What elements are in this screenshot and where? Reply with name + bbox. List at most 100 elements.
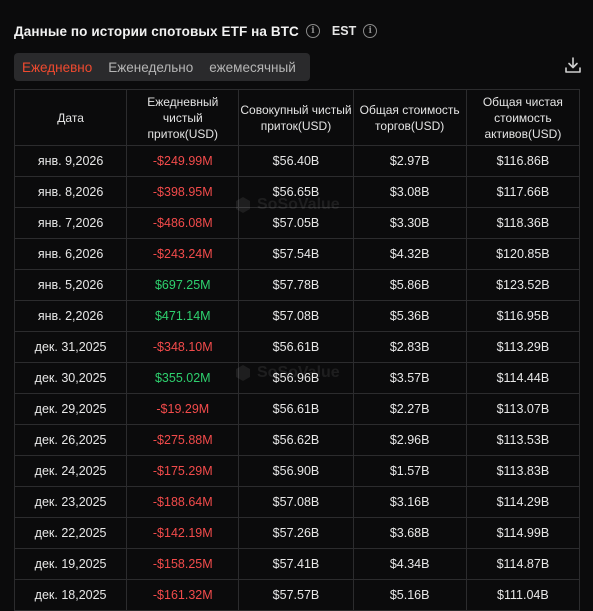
table-row: янв. 9,2026 -$249.99M $56.40B $2.97B $116.86… — [13, 145, 581, 177]
daily-inflow-cell: -$243.24M — [126, 238, 240, 270]
total-traded-cell: $3.30B — [352, 207, 467, 239]
page-title: Данные по истории спотовых ETF на BTC — [14, 23, 299, 39]
date-cell: янв. 5,2026 — [13, 269, 128, 301]
column-header-date[interactable]: Дата — [13, 89, 128, 146]
daily-inflow-cell: -$275.88M — [126, 424, 240, 456]
table-row: янв. 6,2026 -$243.24M $57.54B $4.32B $120.85… — [13, 238, 581, 270]
info-icon[interactable]: i — [363, 24, 378, 38]
table-row: янв. 2,2026 $471.14M $57.08B $5.36B $116.95B — [13, 300, 581, 332]
net-assets-cell: $116.86B — [465, 145, 581, 177]
daily-inflow-cell: -$19.29M — [126, 393, 240, 425]
total-traded-cell: $5.16B — [352, 579, 467, 611]
info-icon[interactable]: i — [305, 24, 320, 38]
cumulative-inflow-cell: $57.78B — [238, 269, 354, 301]
table-row: дек. 31,2025 -$348.10M $56.61B $2.83B $113.2… — [13, 331, 581, 363]
total-traded-cell: $2.96B — [352, 424, 467, 456]
column-header-daily-inflow[interactable]: Ежедневный чистый приток(USD) — [126, 89, 240, 146]
daily-inflow-cell: -$142.19M — [126, 517, 240, 549]
column-header-cumulative-inflow[interactable]: Совокупный чистый приток(USD) — [238, 89, 354, 146]
date-cell: дек. 23,2025 — [13, 486, 128, 518]
cumulative-inflow-cell: $56.62B — [238, 424, 354, 456]
table-row: дек. 22,2025 -$142.19M $57.26B $3.68B $114.9… — [13, 517, 581, 549]
date-cell: янв. 2,2026 — [13, 300, 128, 332]
net-assets-cell: $111.04B — [465, 579, 581, 611]
cumulative-inflow-cell: $56.40B — [238, 145, 354, 177]
date-cell: янв. 6,2026 — [13, 238, 128, 270]
net-assets-cell: $114.29B — [465, 486, 581, 518]
cumulative-inflow-cell: $56.96B — [238, 362, 354, 394]
column-header-net-assets[interactable]: Общая чистая стоимость активов(USD) — [465, 89, 581, 146]
cumulative-inflow-cell: $56.90B — [238, 455, 354, 487]
daily-inflow-cell: $697.25M — [126, 269, 240, 301]
table-row: янв. 8,2026 -$398.95M $56.65B $3.08B $117.66… — [13, 176, 581, 208]
total-traded-cell: $1.57B — [352, 455, 467, 487]
daily-inflow-cell: -$486.08M — [126, 207, 240, 239]
date-cell: дек. 24,2025 — [13, 455, 128, 487]
net-assets-cell: $113.07B — [465, 393, 581, 425]
tab-daily[interactable]: Ежедневно — [22, 59, 93, 75]
table-header-row: Дата Ежедневный чистый приток(USD) Совок… — [13, 89, 581, 146]
daily-inflow-cell: -$348.10M — [126, 331, 240, 363]
table-row: янв. 7,2026 -$486.08M $57.05B $3.30B $118.36… — [13, 207, 581, 239]
daily-inflow-cell: -$175.29M — [126, 455, 240, 487]
date-cell: янв. 7,2026 — [13, 207, 128, 239]
cumulative-inflow-cell: $57.57B — [238, 579, 354, 611]
date-cell: янв. 9,2026 — [13, 145, 128, 177]
table-row: дек. 24,2025 -$175.29M $56.90B $1.57B $113.8… — [13, 455, 581, 487]
total-traded-cell: $3.57B — [352, 362, 467, 394]
period-tabs: Ежедневно Еженедельно ежемесячный — [14, 53, 310, 81]
total-traded-cell: $3.16B — [352, 486, 467, 518]
tab-monthly[interactable]: ежемесячный — [209, 59, 296, 75]
net-assets-cell: $120.85B — [465, 238, 581, 270]
table-row: дек. 18,2025 -$161.32M $57.57B $5.16B $111.0… — [13, 579, 581, 611]
total-traded-cell: $4.32B — [352, 238, 467, 270]
date-cell: дек. 18,2025 — [13, 579, 128, 611]
cumulative-inflow-cell: $56.65B — [238, 176, 354, 208]
net-assets-cell: $113.83B — [465, 455, 581, 487]
date-cell: дек. 30,2025 — [13, 362, 128, 394]
total-traded-cell: $2.97B — [352, 145, 467, 177]
date-cell: дек. 26,2025 — [13, 424, 128, 456]
total-traded-cell: $2.83B — [352, 331, 467, 363]
timezone-label[interactable]: EST — [331, 24, 357, 38]
table-row: дек. 19,2025 -$158.25M $57.41B $4.34B $114.8… — [13, 548, 581, 580]
daily-inflow-cell: -$249.99M — [126, 145, 240, 177]
net-assets-cell: $114.87B — [465, 548, 581, 580]
cumulative-inflow-cell: $57.08B — [238, 486, 354, 518]
page-header: Данные по истории спотовых ETF на BTC i … — [14, 22, 378, 40]
total-traded-cell: $5.36B — [352, 300, 467, 332]
date-cell: дек. 31,2025 — [13, 331, 128, 363]
cumulative-inflow-cell: $57.26B — [238, 517, 354, 549]
net-assets-cell: $116.95B — [465, 300, 581, 332]
date-cell: янв. 8,2026 — [13, 176, 128, 208]
cumulative-inflow-cell: $57.05B — [238, 207, 354, 239]
daily-inflow-cell: -$161.32M — [126, 579, 240, 611]
net-assets-cell: $113.29B — [465, 331, 581, 363]
table-row: дек. 30,2025 $355.02M $56.96B $3.57B $114.44… — [13, 362, 581, 394]
date-cell: дек. 19,2025 — [13, 548, 128, 580]
net-assets-cell: $114.99B — [465, 517, 581, 549]
table-row: дек. 29,2025 -$19.29M $56.61B $2.27B $113.07… — [13, 393, 581, 425]
daily-inflow-cell: $355.02M — [126, 362, 240, 394]
daily-inflow-cell: $471.14M — [126, 300, 240, 332]
net-assets-cell: $117.66B — [465, 176, 581, 208]
table-row: янв. 5,2026 $697.25M $57.78B $5.86B $123.52B — [13, 269, 581, 301]
daily-inflow-cell: -$188.64M — [126, 486, 240, 518]
column-header-total-traded[interactable]: Общая стоимость торгов(USD) — [352, 89, 467, 146]
total-traded-cell: $4.34B — [352, 548, 467, 580]
date-cell: дек. 22,2025 — [13, 517, 128, 549]
tab-weekly[interactable]: Еженедельно — [108, 59, 194, 75]
daily-inflow-cell: -$158.25M — [126, 548, 240, 580]
cumulative-inflow-cell: $57.41B — [238, 548, 354, 580]
cumulative-inflow-cell: $57.08B — [238, 300, 354, 332]
net-assets-cell: $123.52B — [465, 269, 581, 301]
date-cell: дек. 29,2025 — [13, 393, 128, 425]
daily-inflow-cell: -$398.95M — [126, 176, 240, 208]
total-traded-cell: $5.86B — [352, 269, 467, 301]
download-icon[interactable] — [564, 56, 582, 74]
table-row: дек. 23,2025 -$188.64M $57.08B $3.16B $114.2… — [13, 486, 581, 518]
table-row: дек. 26,2025 -$275.88M $56.62B $2.96B $113.5… — [13, 424, 581, 456]
net-assets-cell: $114.44B — [465, 362, 581, 394]
net-assets-cell: $113.53B — [465, 424, 581, 456]
cumulative-inflow-cell: $56.61B — [238, 331, 354, 363]
